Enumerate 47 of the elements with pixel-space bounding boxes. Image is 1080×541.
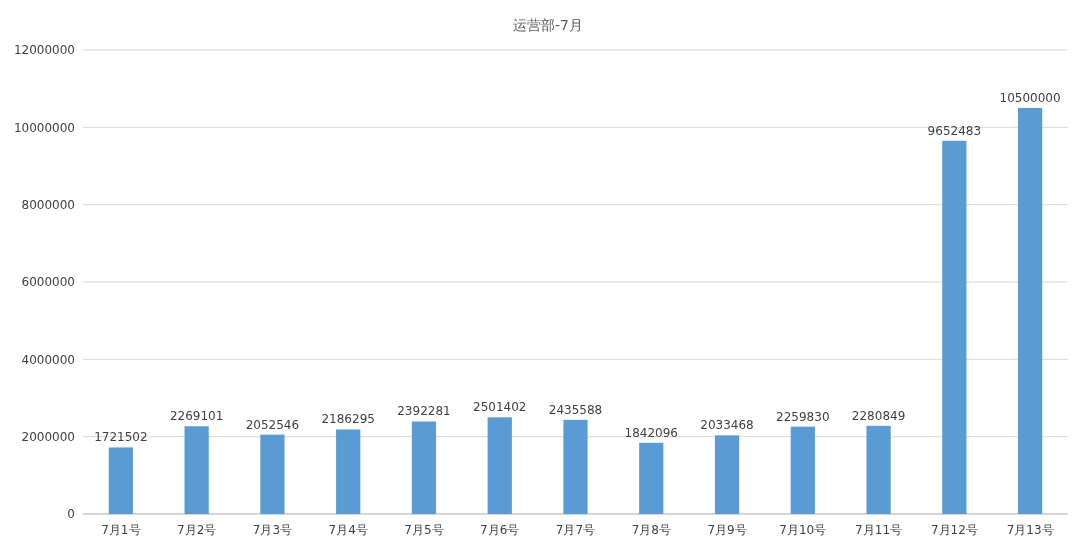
- x-tick-label: 7月13号: [1006, 523, 1054, 537]
- data-label: 2435588: [548, 402, 603, 417]
- bar: [1017, 108, 1043, 514]
- y-tick-label: 4000000: [21, 352, 75, 367]
- y-tick-label: 8000000: [21, 197, 75, 212]
- data-label: 1721502: [94, 430, 148, 445]
- x-tick-label: 7月8号: [631, 523, 671, 537]
- y-tick-label: 12000000: [13, 43, 75, 58]
- data-label: 2052546: [245, 417, 300, 432]
- bar: [790, 426, 815, 514]
- x-tick-label: 7月9号: [707, 523, 747, 537]
- bar: [942, 140, 967, 514]
- bar: [639, 442, 664, 514]
- bar: [260, 434, 285, 514]
- bar: [487, 417, 512, 514]
- x-tick-label: 7月7号: [555, 523, 596, 537]
- data-label: 1842096: [624, 425, 678, 440]
- bar: [411, 421, 437, 514]
- bar: [184, 426, 209, 514]
- x-tick-label: 7月2号: [177, 523, 217, 537]
- x-tick-label: 7月10号: [779, 523, 827, 537]
- x-tick-label: 7月5号: [404, 523, 444, 537]
- y-tick-label: 0: [67, 507, 75, 522]
- y-tick-label: 6000000: [21, 275, 75, 290]
- data-label: 2269101: [169, 409, 224, 424]
- x-tick-label: 7月4号: [328, 523, 368, 537]
- x-tick-label: 7月11号: [855, 523, 903, 537]
- data-label: 10500000: [999, 91, 1061, 105]
- x-tick-label: 7月6号: [480, 523, 520, 537]
- bar: [108, 447, 134, 514]
- x-tick-label: 7月12号: [930, 523, 978, 537]
- data-label: 2186295: [321, 412, 375, 427]
- bar: [866, 425, 891, 514]
- data-label: 9652483: [927, 123, 982, 138]
- data-label: 2501402: [473, 400, 527, 415]
- x-tick-label: 7月3号: [252, 523, 293, 537]
- data-label: 2033468: [700, 418, 754, 433]
- data-label: 2259830: [776, 409, 830, 424]
- data-label: 2392281: [397, 404, 451, 419]
- y-tick-label: 2000000: [21, 429, 75, 444]
- y-tick-label: 10000000: [13, 120, 75, 135]
- x-tick-label: 7月1号: [101, 523, 141, 537]
- bar: [336, 429, 361, 514]
- chart-title: 运营部-7月: [513, 17, 583, 33]
- data-label: 2280849: [851, 408, 906, 423]
- bar: [714, 435, 740, 514]
- bar: [563, 419, 588, 514]
